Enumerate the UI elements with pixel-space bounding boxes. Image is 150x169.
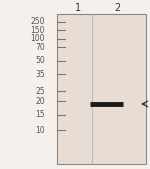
Text: 20: 20	[35, 97, 45, 106]
Text: 150: 150	[30, 26, 45, 35]
Text: 70: 70	[35, 43, 45, 52]
Text: 50: 50	[35, 56, 45, 65]
Text: 25: 25	[35, 87, 45, 96]
Text: 35: 35	[35, 70, 45, 79]
Text: 100: 100	[30, 34, 45, 43]
Text: 2: 2	[114, 3, 120, 14]
Text: 250: 250	[30, 17, 45, 27]
Text: 1: 1	[75, 3, 81, 14]
Text: 15: 15	[35, 110, 45, 119]
Bar	[57, 14, 146, 164]
Text: 10: 10	[35, 126, 45, 135]
